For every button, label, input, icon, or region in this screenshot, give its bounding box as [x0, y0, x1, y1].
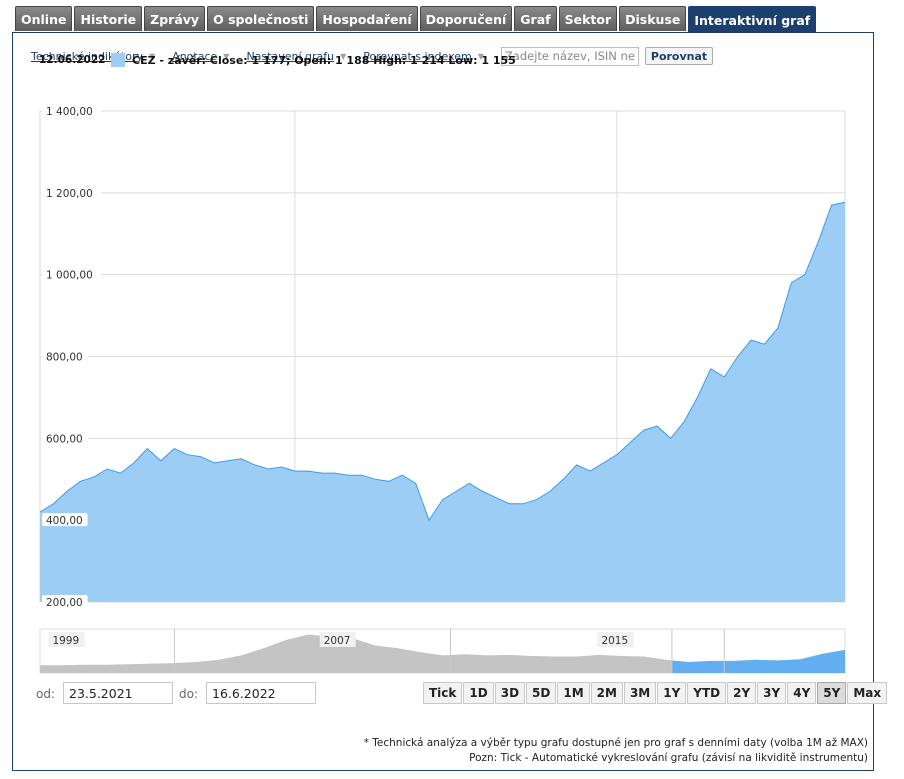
- navigator-year-label: 1999: [48, 632, 85, 647]
- y-tick-label: 1 200,00: [42, 185, 101, 200]
- price-chart[interactable]: 200,00 400,00 600,00 800,00 1 000,00 1 200,00…: [0, 0, 904, 620]
- zoom-button-1y[interactable]: 1Y: [657, 682, 687, 704]
- zoom-buttons: Tick 1D 3D 5D 1M 2M 3M 1Y YTD 2Y 3Y 4Y 5Y Max: [423, 682, 888, 704]
- y-tick-label: 400,00: [42, 513, 88, 527]
- y-tick-label: 800,00: [42, 349, 88, 364]
- tab-historie[interactable]: Historie: [74, 6, 143, 31]
- zoom-button-4y[interactable]: 4Y: [787, 682, 817, 704]
- date-from-input[interactable]: [63, 682, 173, 704]
- zoom-button-1d[interactable]: 1D: [463, 682, 494, 704]
- chart-navigator[interactable]: 1999 2007 2015: [0, 0, 904, 690]
- zoom-button-max[interactable]: Max: [847, 682, 888, 704]
- navigator-area-selected: [671, 649, 845, 673]
- zoom-button-ytd[interactable]: YTD: [687, 682, 727, 704]
- tab-interaktivní-graf[interactable]: Interaktivní graf: [688, 6, 817, 33]
- svg-text:600,00: 600,00: [46, 433, 83, 445]
- annotations-link[interactable]: Anotace: [172, 49, 218, 63]
- footnote-tick: Pozn: Tick - Automatické vykreslování gr…: [469, 752, 868, 764]
- svg-text:2015: 2015: [601, 635, 628, 647]
- chart-settings-link[interactable]: Nastavení grafu: [246, 49, 335, 63]
- svg-text:200,00: 200,00: [46, 597, 83, 609]
- zoom-button-tick[interactable]: Tick: [423, 682, 463, 704]
- tab-graf[interactable]: Graf: [514, 6, 557, 31]
- svg-text:800,00: 800,00: [46, 352, 83, 364]
- chevron-down-icon[interactable]: ▼: [477, 51, 484, 61]
- zoom-button-1m[interactable]: 1M: [557, 682, 590, 704]
- compare-index-link[interactable]: Porovnat s indexem: [363, 49, 472, 63]
- chevron-down-icon[interactable]: ▼: [149, 51, 156, 61]
- tab-zprávy[interactable]: Zprávy: [144, 6, 206, 31]
- zoom-button-2m[interactable]: 2M: [590, 682, 623, 704]
- zoom-button-3d[interactable]: 3D: [494, 682, 526, 704]
- compare-search-input[interactable]: [500, 46, 639, 66]
- legend-series-values: ČEZ - závěr: Close: 1 177; Open: 1 188 H…: [132, 54, 516, 67]
- footnote-technical: * Technická analýza a výběr typu grafu d…: [363, 737, 868, 749]
- tab-bar: Online Historie Zprávy O společnosti Hospoda…: [15, 6, 817, 33]
- tab-online[interactable]: Online: [15, 6, 73, 31]
- y-tick-label: 1 400,00: [42, 104, 101, 118]
- tab-hospodaření[interactable]: Hospodaření: [316, 6, 418, 31]
- zoom-button-2y[interactable]: 2Y: [727, 682, 757, 704]
- date-from-label: od:: [36, 687, 56, 701]
- legend-date: 12.06.2022: [39, 54, 106, 66]
- zoom-button-3m[interactable]: 3M: [623, 682, 657, 704]
- series-line-cez: [39, 201, 846, 522]
- y-tick-label: 600,00: [42, 431, 88, 445]
- tab-doporučení[interactable]: Doporučení: [419, 6, 513, 31]
- svg-text:1 000,00: 1 000,00: [46, 270, 93, 282]
- chevron-down-icon[interactable]: ▼: [340, 51, 347, 61]
- svg-text:1999: 1999: [52, 635, 79, 647]
- tab-o-společnosti[interactable]: O společnosti: [207, 6, 315, 31]
- y-tick-label: 200,00: [42, 595, 88, 609]
- series-area-cez: [40, 202, 845, 602]
- tab-diskuse[interactable]: Diskuse: [619, 6, 687, 31]
- navigator-year-label: 2007: [319, 632, 356, 647]
- legend-swatch: [111, 53, 125, 67]
- zoom-button-5d[interactable]: 5D: [526, 682, 557, 704]
- tab-sektor[interactable]: Sektor: [558, 6, 618, 31]
- svg-text:1 400,00: 1 400,00: [46, 106, 93, 118]
- navigator-area-history: [40, 634, 672, 673]
- svg-text:1 200,00: 1 200,00: [46, 188, 93, 200]
- zoom-button-5y[interactable]: 5Y: [817, 682, 847, 704]
- svg-text:400,00: 400,00: [46, 515, 83, 527]
- navigator-year-label: 2015: [597, 632, 634, 647]
- zoom-button-3y[interactable]: 3Y: [757, 682, 787, 704]
- chevron-down-icon[interactable]: ▼: [223, 51, 230, 61]
- date-to-input[interactable]: [206, 682, 316, 704]
- y-tick-label: 1 000,00: [42, 267, 101, 282]
- date-to-label: do:: [179, 687, 199, 701]
- compare-button[interactable]: Porovnat: [644, 47, 714, 65]
- svg-text:2007: 2007: [324, 635, 351, 647]
